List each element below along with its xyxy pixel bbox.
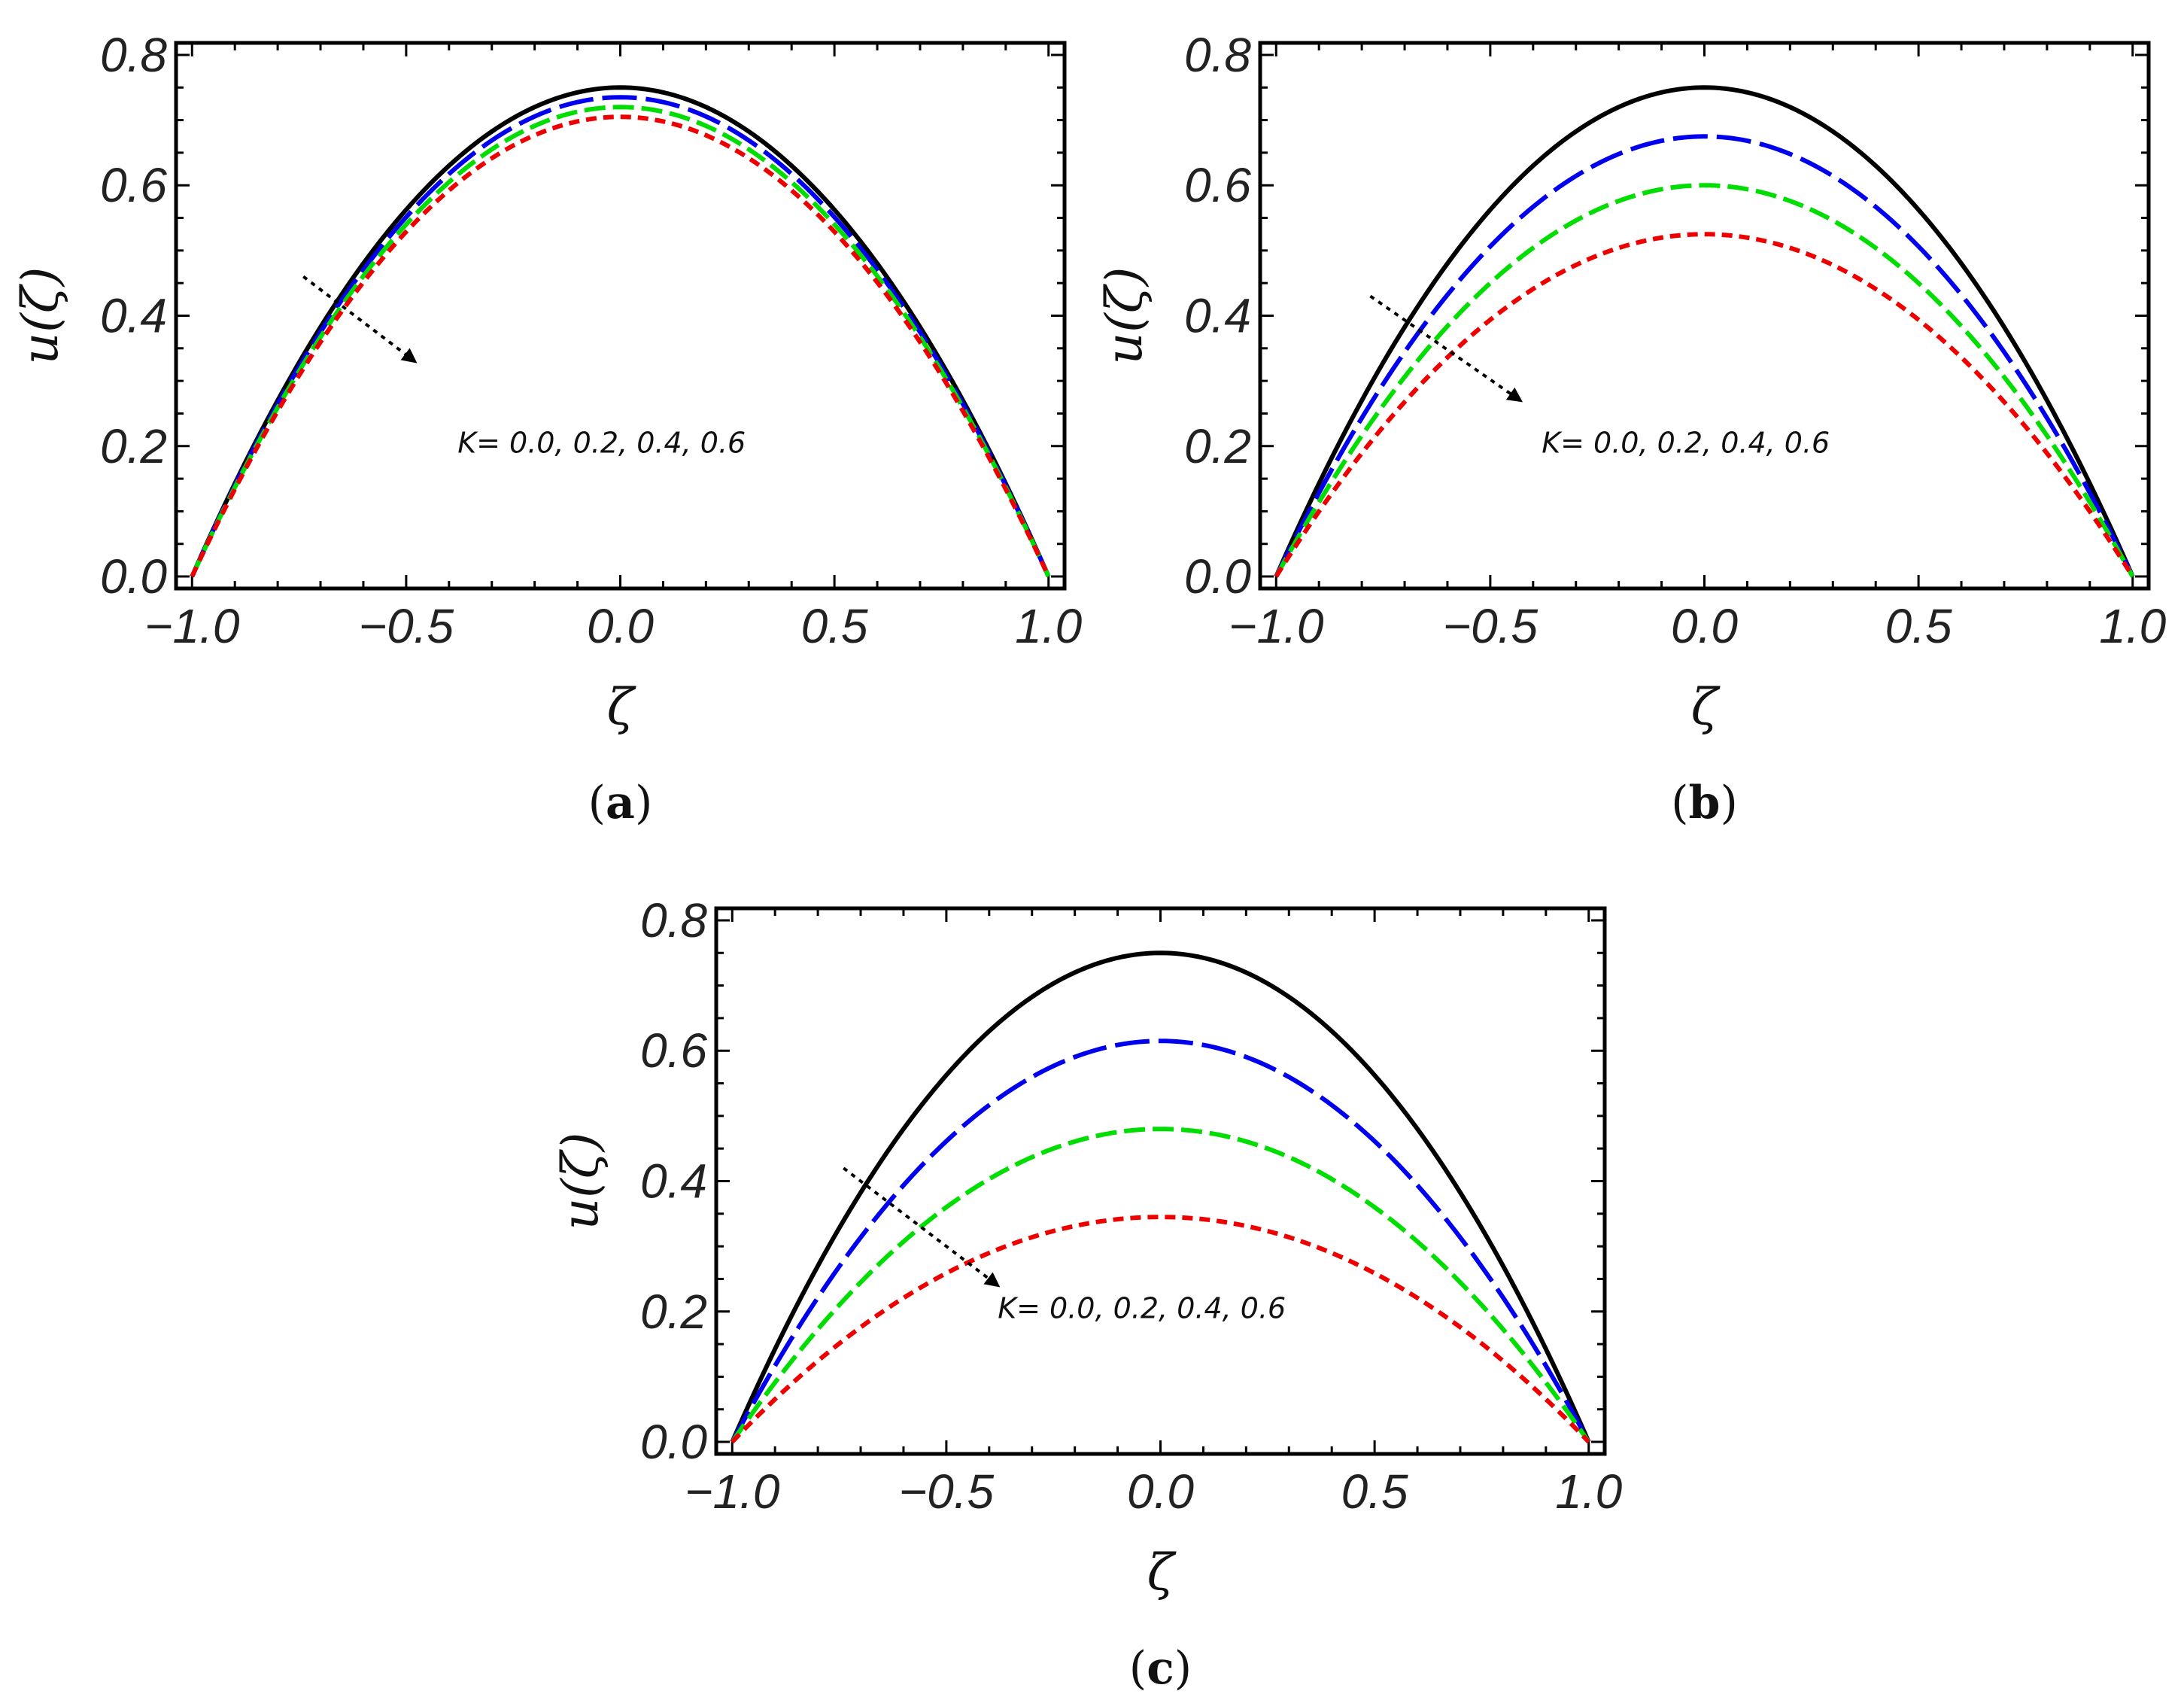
panel-letter: b [1689, 777, 1721, 829]
y-axis-title: u(ζ) [1095, 267, 1153, 365]
y-tick-label: 0.2 [1184, 419, 1251, 473]
trend-arrow [843, 1166, 1001, 1288]
y-tick-label: 0.8 [1184, 28, 1251, 82]
series-line-2 [190, 105, 1051, 578]
y-tick-label: 0.8 [640, 893, 707, 947]
panel-letter: a [606, 777, 635, 829]
parameter-annotation: K= 0.0, 0.2, 0.4, 0.6 [1542, 426, 1830, 459]
plot-frame [714, 906, 1607, 1456]
series-line-3 [1274, 232, 2135, 578]
y-tick-label: 0.0 [640, 1415, 707, 1469]
y-tick-label: 0.6 [640, 1023, 707, 1078]
x-tick-label: 1.0 [1015, 599, 1082, 653]
series-line-1 [730, 1039, 1591, 1443]
panel-label: (b) [1671, 777, 1738, 829]
y-tick-label: 0.4 [1184, 289, 1251, 343]
plot-frame [174, 41, 1067, 591]
y-tick-label: 0.4 [100, 289, 167, 343]
y-axis-title: u(ζ) [11, 267, 69, 365]
plot-frame [1258, 41, 2151, 591]
trend-arrow [302, 275, 418, 363]
x-tick-label: 0.5 [1341, 1464, 1408, 1519]
x-tick-label: 0.0 [1127, 1464, 1194, 1519]
y-tick-label: 0.8 [100, 28, 167, 82]
x-axis-title: ζ [607, 678, 637, 736]
chart-panel-b: −1.0 −0.5 0.0 0.5 1.0 0.0 0.2 0.4 0.6 0.8 ζ u(ζ) K= … [1095, 28, 2167, 829]
x-tick-label: 0.5 [801, 599, 868, 653]
series-line-0 [1274, 85, 2135, 578]
panel-letter: c [1147, 1642, 1174, 1695]
series-line-3 [731, 1215, 1590, 1444]
series-line-0 [730, 950, 1591, 1443]
series-line-3 [190, 114, 1051, 578]
x-tick-label: −0.5 [899, 1464, 995, 1519]
y-tick-label: 0.0 [1184, 549, 1251, 604]
y-tick-label: 0.6 [100, 158, 167, 212]
y-tick-label: 0.2 [100, 419, 167, 473]
series-line-2 [1274, 183, 2135, 578]
x-tick-label: −1.0 [1229, 599, 1324, 653]
x-tick-label: −0.5 [1443, 599, 1539, 653]
series-line-2 [730, 1127, 1591, 1443]
y-axis-title: u(ζ) [551, 1133, 609, 1230]
y-tick-label: 0.2 [640, 1285, 707, 1339]
y-tick-label: 0.4 [640, 1154, 707, 1209]
trend-arrow [1369, 294, 1523, 403]
chart-panel-a: −1.0 −0.5 0.0 0.5 1.0 0.0 0.2 0.4 0.6 0.8 ζ u(ζ) K= … [11, 28, 1083, 829]
panel-label: (c) [1129, 1642, 1192, 1695]
y-tick-label: 0.6 [1184, 158, 1251, 212]
x-tick-label: −1.0 [685, 1464, 780, 1519]
chart-panel-c: −1.0 −0.5 0.0 0.5 1.0 0.0 0.2 0.4 0.6 0.8 ζ u(ζ) K= … [551, 893, 1623, 1695]
series-line-1 [190, 95, 1051, 578]
x-axis-title: ζ [1691, 678, 1721, 736]
x-tick-label: −0.5 [359, 599, 454, 653]
x-tick-label: 0.0 [587, 599, 654, 653]
series-line-0 [190, 85, 1051, 578]
x-tick-label: 1.0 [2099, 599, 2166, 653]
x-tick-label: 0.0 [1671, 599, 1738, 653]
panel-label: (a) [588, 777, 653, 829]
x-tick-label: 0.5 [1885, 599, 1952, 653]
x-axis-title: ζ [1147, 1543, 1177, 1601]
parameter-annotation: K= 0.0, 0.2, 0.4, 0.6 [457, 426, 746, 459]
parameter-annotation: K= 0.0, 0.2, 0.4, 0.6 [998, 1291, 1286, 1324]
x-tick-label: −1.0 [144, 599, 240, 653]
series-line-1 [1274, 134, 2135, 578]
x-tick-label: 1.0 [1555, 1464, 1622, 1519]
y-tick-label: 0.0 [100, 549, 167, 604]
